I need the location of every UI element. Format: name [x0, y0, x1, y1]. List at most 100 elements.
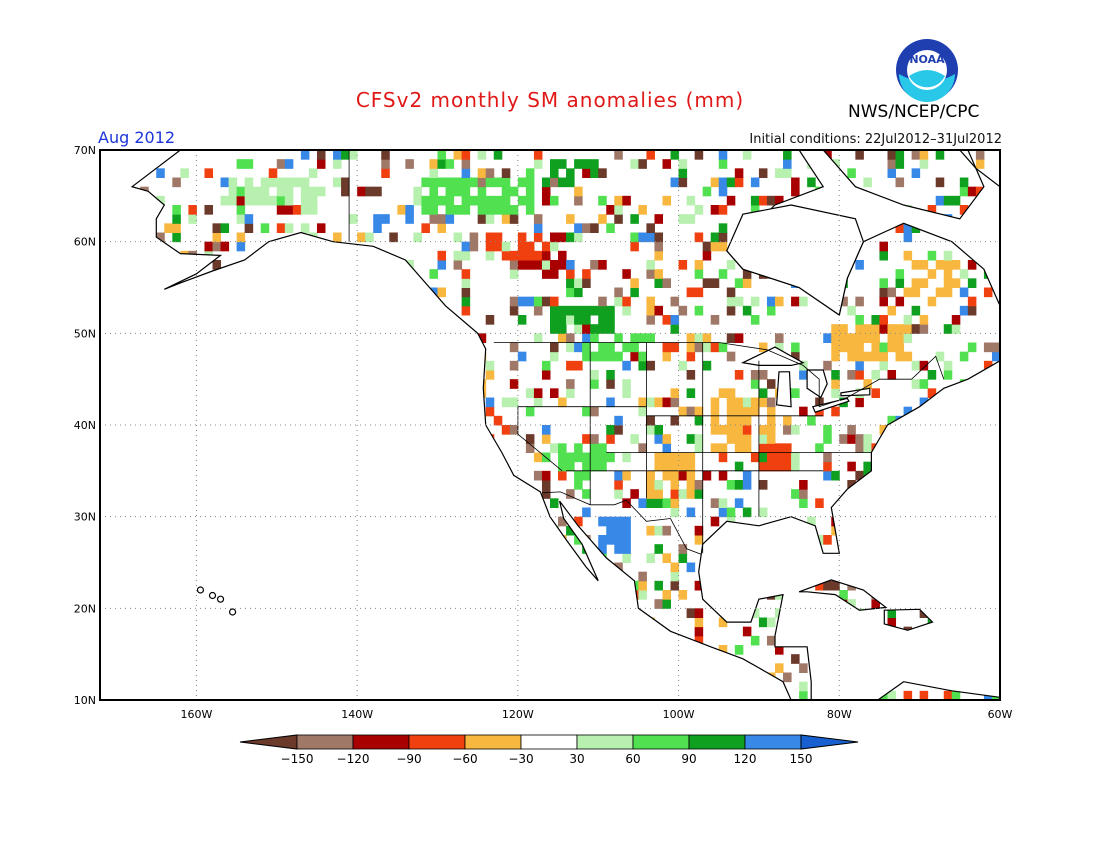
anomaly-cell: [694, 617, 704, 628]
anomaly-cell: [582, 168, 591, 178]
anomaly-cell: [421, 296, 430, 307]
anomaly-cell: [598, 617, 607, 628]
anomaly-cell: [357, 287, 366, 298]
anomaly-cell: [108, 673, 117, 683]
anomaly-cell: [831, 324, 840, 334]
anomaly-cell: [911, 324, 921, 334]
anomaly-cell: [734, 425, 744, 435]
anomaly-cell: [895, 269, 905, 279]
anomaly-cell: [646, 626, 655, 637]
anomaly-cell: [100, 306, 109, 316]
anomaly-cell: [558, 553, 567, 563]
colorbar-swatch: [744, 734, 802, 750]
anomaly-cell: [935, 260, 945, 270]
anomaly-cell: [718, 645, 728, 655]
anomaly-cell: [164, 480, 173, 490]
anomaly-cell: [598, 544, 607, 554]
anomaly-cell: [517, 626, 527, 637]
anomaly-cell: [839, 434, 848, 444]
anomaly-cell: [582, 269, 591, 279]
anomaly-cell: [855, 507, 864, 518]
anomaly-cell: [308, 296, 318, 307]
anomaly-cell: [630, 232, 639, 243]
anomaly-cell: [453, 617, 463, 628]
anomaly-cell: [742, 397, 752, 408]
anomaly-cell: [911, 599, 921, 609]
anomaly-cell: [566, 388, 575, 398]
anomaly-cell: [244, 663, 254, 673]
anomaly-cell: [236, 461, 246, 472]
anomaly-cell: [453, 480, 463, 490]
anomaly-cell: [566, 305, 575, 316]
anomaly-cell: [397, 305, 406, 316]
anomaly-cell: [558, 452, 567, 463]
anomaly-cell: [413, 232, 422, 243]
anomaly-cell: [783, 525, 792, 536]
anomaly-cell: [236, 425, 246, 435]
anomaly-cell: [100, 535, 109, 545]
anomaly-cell: [726, 425, 736, 435]
anomaly-cell: [574, 232, 583, 243]
anomaly-cell: [983, 590, 993, 600]
anomaly-cell: [750, 608, 760, 618]
anomaly-cell: [654, 425, 663, 435]
anomaly-cell: [951, 571, 961, 582]
anomaly-cell: [678, 159, 688, 169]
anomaly-cell: [558, 159, 567, 169]
anomaly-cell: [292, 672, 302, 683]
anomaly-cell: [638, 663, 647, 673]
anomaly-cell: [710, 205, 720, 215]
anomaly-cell: [140, 645, 149, 655]
anomaly-cell: [148, 480, 157, 490]
anomaly-cell: [220, 397, 230, 408]
anomaly-cell: [501, 425, 511, 435]
anomaly-cell: [389, 370, 398, 380]
anomaly-cell: [100, 453, 109, 463]
anomaly-cell: [959, 388, 969, 398]
anomaly-cell: [453, 489, 463, 499]
anomaly-cell: [799, 489, 808, 499]
anomaly-cell: [533, 553, 543, 563]
anomaly-cell: [132, 617, 133, 628]
anomaly-cell: [558, 544, 567, 554]
anomaly-cell: [373, 544, 382, 554]
anomaly-cell: [734, 443, 744, 453]
anomaly-cell: [678, 544, 688, 554]
anomaly-cell: [863, 443, 872, 453]
anomaly-cell: [541, 186, 551, 197]
anomaly-cell: [164, 342, 173, 353]
anomaly-cell: [140, 599, 149, 609]
anomaly-cell: [188, 544, 197, 554]
anomaly-cell: [967, 278, 977, 288]
anomaly-cell: [108, 416, 117, 426]
anomaly-cell: [975, 681, 985, 692]
anomaly-cell: [509, 260, 519, 270]
anomaly-cell: [694, 635, 704, 646]
anomaly-cell: [164, 370, 173, 380]
anomaly-cell: [590, 443, 599, 453]
anomaly-cell: [196, 315, 205, 325]
anomaly-cell: [758, 480, 768, 490]
anomaly-cell: [558, 305, 567, 316]
anomaly-cell: [244, 186, 254, 197]
anomaly-cell: [533, 635, 543, 646]
anomaly-cell: [357, 186, 366, 197]
anomaly-cell: [421, 489, 430, 499]
anomaly-cell: [951, 470, 961, 481]
anomaly-cell: [501, 186, 511, 197]
anomaly-cell: [686, 470, 696, 481]
anomaly-cell: [614, 535, 623, 545]
anomaly-cell: [252, 287, 262, 298]
anomaly-cell: [927, 590, 937, 600]
anomaly-cell: [204, 470, 213, 481]
anomaly-cell: [477, 672, 487, 683]
anomaly-cell: [501, 590, 511, 600]
anomaly-cell: [397, 287, 406, 298]
anomaly-cell: [911, 260, 921, 270]
anomaly-cell: [702, 562, 712, 573]
anomaly-cell: [710, 571, 720, 582]
anomaly-cell: [831, 351, 840, 362]
anomaly-cell: [550, 498, 559, 508]
anomaly-cell: [598, 535, 607, 545]
anomaly-cell: [598, 168, 607, 178]
